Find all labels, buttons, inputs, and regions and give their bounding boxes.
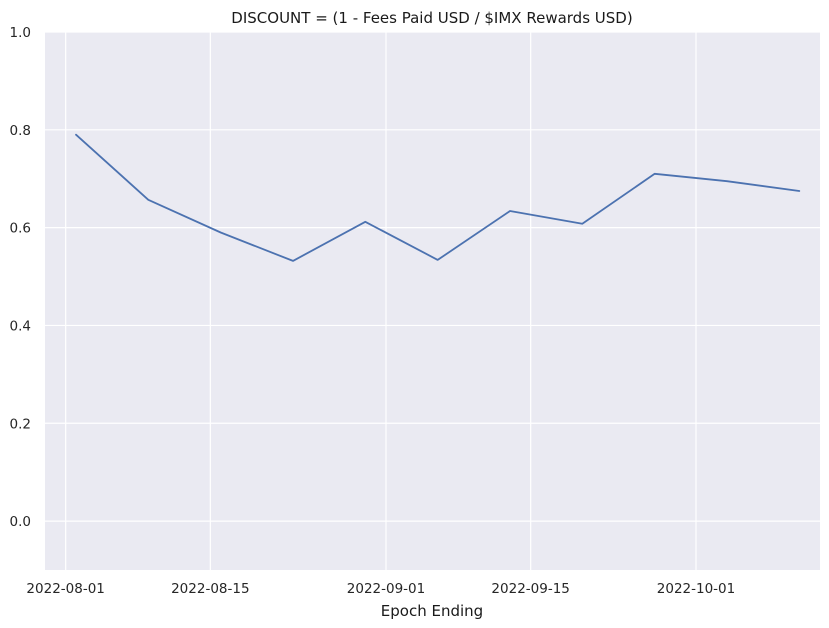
y-tick-labels: 0.0 0.2 0.4 0.6 0.8 1.0 xyxy=(10,25,31,530)
x-tick-label: 2022-08-15 xyxy=(171,581,249,597)
x-axis-label: Epoch Ending xyxy=(381,602,483,620)
x-grid xyxy=(65,32,697,570)
y-tick-label: 1.0 xyxy=(10,25,31,41)
plot-area xyxy=(45,32,820,570)
x-tick-label: 2022-08-01 xyxy=(26,581,104,597)
x-tick-labels: 2022-08-01 2022-08-15 2022-09-01 2022-09-15… xyxy=(26,581,735,597)
y-tick-label: 0.8 xyxy=(10,123,31,139)
y-tick-label: 0.6 xyxy=(10,221,31,237)
x-tick-label: 2022-10-01 xyxy=(657,581,735,597)
series-layer xyxy=(75,133,801,262)
series-line xyxy=(75,133,801,262)
chart-title: DISCOUNT = (1 - Fees Paid USD / $IMX Rew… xyxy=(231,9,632,27)
y-tick-label: 0.0 xyxy=(10,514,31,530)
y-tick-label: 0.4 xyxy=(10,318,31,334)
x-tick-label: 2022-09-01 xyxy=(347,581,425,597)
y-tick-label: 0.2 xyxy=(10,416,31,432)
x-tick-label: 2022-09-15 xyxy=(491,581,569,597)
y-grid xyxy=(45,31,820,522)
